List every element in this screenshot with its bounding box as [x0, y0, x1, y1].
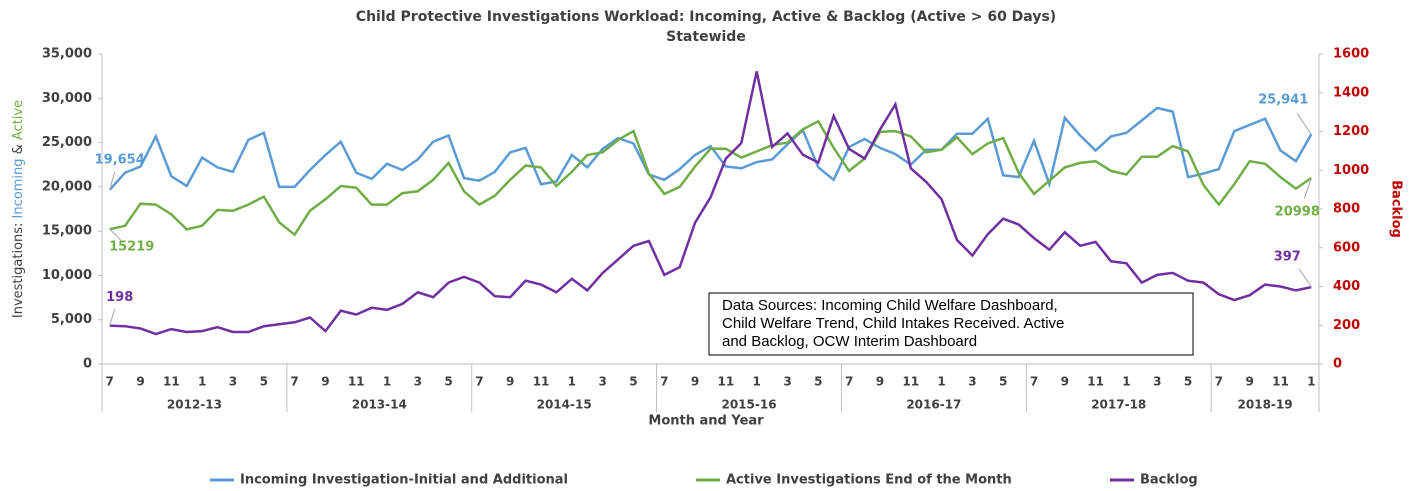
y2-tick-label: 800: [1333, 202, 1360, 217]
x-tick-label: 9: [506, 375, 514, 389]
y-tick-label: 30,000: [42, 91, 92, 106]
x-tick-label: 1: [568, 375, 576, 389]
x-tick-label: 5: [260, 375, 268, 389]
x-group-label: 2015-16: [721, 398, 776, 412]
y-tick-label: 5,000: [51, 312, 92, 327]
x-group-label: 2013-14: [352, 398, 407, 412]
y-tick-label: 35,000: [42, 47, 92, 62]
annotation-text: and Backlog, OCW Interim Dashboard: [722, 333, 977, 350]
y2-tick-label: 600: [1333, 240, 1360, 255]
x-tick-label: 9: [1061, 375, 1069, 389]
x-tick-label: 3: [783, 375, 791, 389]
data-label: 19,654: [95, 152, 145, 167]
x-tick-label: 11: [1087, 375, 1104, 389]
annotation-text: Child Welfare Trend, Child Intakes Recei…: [722, 315, 1064, 332]
x-tick-label: 1: [1307, 375, 1315, 389]
x-tick-label: 3: [968, 375, 976, 389]
x-tick-label: 7: [1030, 375, 1038, 389]
y-tick-label: 10,000: [42, 268, 92, 283]
x-tick-label: 5: [629, 375, 637, 389]
y-tick-label: 20,000: [42, 179, 92, 194]
y-tick-label: 15,000: [42, 224, 92, 239]
y2-tick-label: 400: [1333, 279, 1360, 294]
x-group-label: 2014-15: [537, 398, 592, 412]
data-label: 397: [1274, 250, 1301, 265]
x-tick-label: 9: [691, 375, 699, 389]
leader-line: [109, 171, 116, 191]
y2-tick-label: 0: [1333, 357, 1342, 372]
x-tick-label: 3: [598, 375, 606, 389]
series-line: [108, 106, 1313, 191]
leader-line: [1296, 113, 1312, 135]
y-axis-title-part: Investigations:: [11, 218, 26, 318]
y2-tick-label: 1600: [1333, 47, 1369, 62]
x-tick-label: 5: [814, 375, 822, 389]
x-tick-label: 7: [106, 375, 114, 389]
x-tick-label: 11: [1272, 375, 1289, 389]
data-label: 25,941: [1258, 93, 1308, 108]
x-tick-label: 1: [1122, 375, 1130, 389]
leader-line: [109, 228, 122, 241]
data-label: 20998: [1275, 205, 1320, 220]
x-tick-label: 3: [229, 375, 237, 389]
legend-label: Active Investigations End of the Month: [726, 473, 1012, 488]
x-tick-label: 7: [660, 375, 668, 389]
leader-line: [1303, 177, 1312, 199]
y2-tick-label: 200: [1333, 318, 1360, 333]
chart-title: Child Protective Investigations Workload…: [356, 9, 1056, 25]
x-tick-label: 7: [475, 375, 483, 389]
x-tick-label: 7: [1215, 375, 1223, 389]
x-tick-label: 11: [902, 375, 919, 389]
x-tick-label: 5: [1184, 375, 1192, 389]
series-line: [109, 119, 1313, 237]
series-line: [109, 71, 1312, 336]
x-axis-title: Month and Year: [648, 414, 764, 429]
chart-subtitle: Statewide: [666, 29, 746, 45]
x-group-label: 2012-13: [167, 398, 222, 412]
x-tick-label: 1: [937, 375, 945, 389]
y-tick-label: 25,000: [42, 135, 92, 150]
x-tick-label: 1: [753, 375, 761, 389]
x-tick-label: 11: [163, 375, 180, 389]
x-tick-label: 1: [198, 375, 206, 389]
legend-label: Backlog: [1140, 473, 1198, 488]
x-tick-label: 7: [290, 375, 298, 389]
x-tick-label: 1: [383, 375, 391, 389]
y-axis-title: Investigations: Incoming & Active: [11, 100, 26, 318]
x-tick-label: 7: [845, 375, 853, 389]
x-tick-label: 11: [533, 375, 550, 389]
x-tick-label: 9: [321, 375, 329, 389]
annotation-text: Data Sources: Incoming Child Welfare Das…: [722, 297, 1058, 314]
x-tick-label: 3: [414, 375, 422, 389]
y-axis-title-part: Active: [11, 100, 26, 140]
y-axis-title-part: Incoming: [11, 159, 26, 219]
x-tick-label: 9: [1245, 375, 1253, 389]
x-tick-label: 11: [718, 375, 735, 389]
x-tick-label: 9: [136, 375, 144, 389]
x-tick-label: 5: [444, 375, 452, 389]
y-tick-label: 0: [83, 357, 92, 372]
y2-tick-label: 1200: [1333, 124, 1369, 139]
x-group-label: 2017-18: [1091, 398, 1146, 412]
y-axis-title-part: &: [11, 140, 26, 158]
x-group-label: 2016-17: [906, 398, 961, 412]
leader-line: [109, 308, 116, 326]
leader-line: [1298, 268, 1312, 288]
y2-tick-label: 1000: [1333, 163, 1369, 178]
x-tick-label: 5: [999, 375, 1007, 389]
x-group-label: 2018-19: [1238, 398, 1293, 412]
data-label: 198: [106, 290, 133, 305]
data-label: 15219: [109, 240, 154, 255]
x-tick-label: 11: [348, 375, 365, 389]
x-tick-label: 3: [1153, 375, 1161, 389]
y2-axis-title: Backlog: [1389, 180, 1404, 238]
annotation-box: [708, 292, 1194, 356]
legend-label: Incoming Investigation-Initial and Addit…: [240, 473, 568, 488]
x-tick-label: 9: [876, 375, 884, 389]
y2-tick-label: 1400: [1333, 85, 1369, 100]
